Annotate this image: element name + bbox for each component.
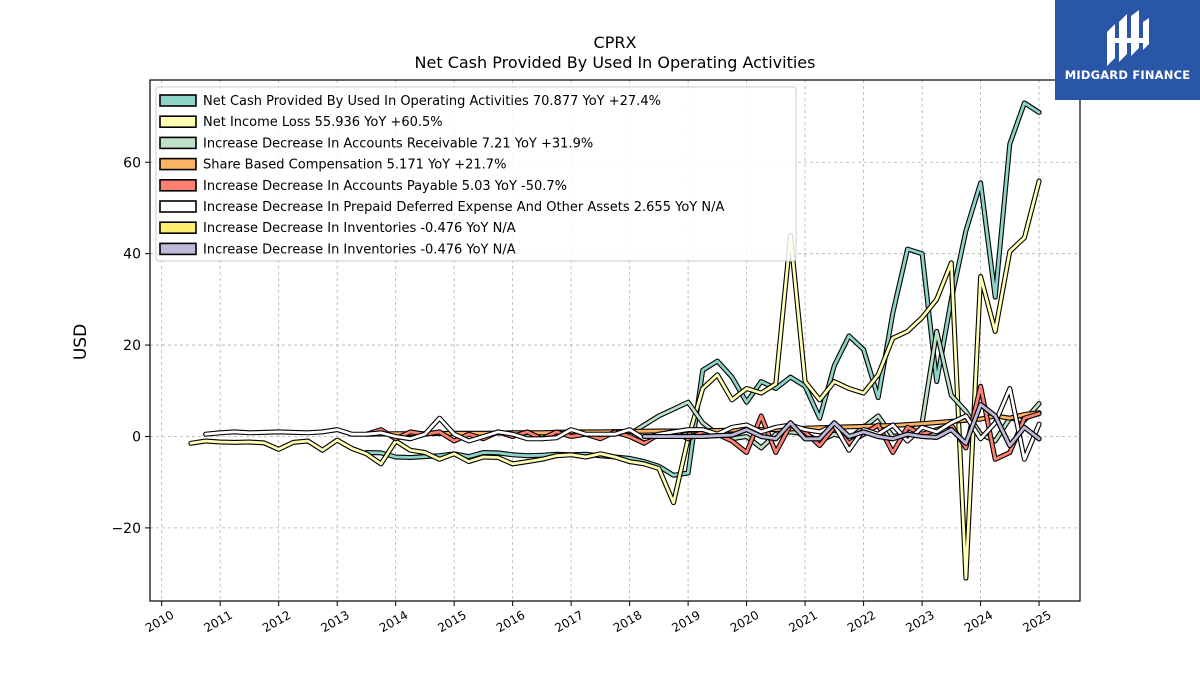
series-line [642, 403, 1041, 448]
plot-frame [149, 79, 1081, 602]
y-tick-label: 20 [123, 338, 141, 354]
legend-swatch [159, 200, 197, 213]
series-5 [203, 386, 1042, 462]
x-tick-label: 2025 [1020, 608, 1053, 635]
chart-title: CPRX [594, 33, 637, 52]
x-tick-label: 2014 [377, 608, 410, 635]
x-tick-label: 2020 [728, 608, 761, 635]
series-1 [188, 178, 1042, 581]
brand-logo: MIDGARD FINANCE [1055, 0, 1200, 100]
x-tick-label: 2018 [611, 608, 644, 635]
legend-label: Increase Decrease In Accounts Receivable… [203, 136, 593, 151]
series-line [204, 387, 1041, 461]
chart-subtitle: Net Cash Provided By Used In Operating A… [415, 53, 816, 72]
x-tick-label: 2024 [962, 608, 995, 635]
x-tick-label: 2015 [435, 608, 468, 635]
x-tick-label: 2012 [260, 608, 293, 635]
x-tick-label: 2010 [143, 608, 176, 635]
midgard-logo-icon [1107, 10, 1149, 66]
x-tick-label: 2017 [552, 608, 585, 635]
brand-name: MIDGARD FINANCE [1064, 68, 1191, 82]
y-tick-label: 0 [132, 429, 141, 445]
y-tick-label: −20 [111, 521, 141, 537]
series-line [189, 179, 1041, 580]
legend-swatch [159, 115, 197, 128]
legend-label: Increase Decrease In Prepaid Deferred Ex… [203, 200, 724, 215]
x-tick-label: 2016 [494, 608, 527, 635]
x-tick-label: 2011 [201, 608, 234, 635]
legend-label: Increase Decrease In Inventories -0.476 … [203, 221, 516, 236]
series-lines [188, 100, 1042, 581]
legend-swatch [159, 221, 197, 234]
legend-label: Increase Decrease In Inventories -0.476 … [203, 242, 516, 257]
y-tick-label: 60 [123, 155, 141, 171]
legend-swatch [159, 242, 197, 256]
legend-label: Increase Decrease In Accounts Payable 5.… [203, 179, 567, 194]
legend: Net Cash Provided By Used In Operating A… [155, 86, 797, 262]
series-7 [641, 402, 1042, 449]
legend-swatch [159, 136, 197, 150]
legend-swatch [159, 179, 197, 192]
legend-label: Net Income Loss 55.936 YoY +60.5% [203, 115, 443, 130]
series-line [364, 101, 1041, 477]
x-tick-label: 2022 [845, 608, 878, 635]
x-tick-label: 2021 [786, 608, 819, 635]
legend-swatch [159, 94, 197, 107]
x-tick-label: 2013 [318, 608, 351, 635]
legend-swatch [159, 157, 197, 171]
series-0 [363, 100, 1042, 478]
x-tick-label: 2019 [669, 608, 702, 635]
x-tick-label: 2023 [903, 608, 936, 635]
legend-label: Net Cash Provided By Used In Operating A… [203, 94, 661, 109]
legend-box [155, 86, 797, 262]
y-axis-label: USD [71, 324, 91, 360]
legend-label: Share Based Compensation 5.171 YoY +21.7… [203, 158, 506, 173]
y-tick-label: 40 [123, 247, 141, 263]
